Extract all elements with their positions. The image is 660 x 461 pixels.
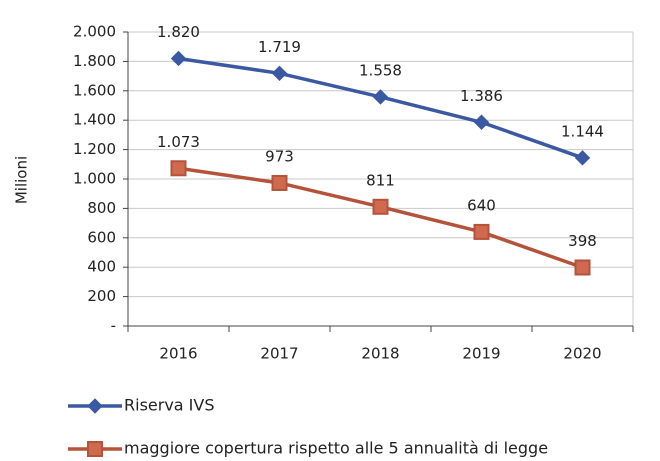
point bbox=[372, 89, 389, 105]
point bbox=[473, 223, 490, 240]
y-tick-label: 1.000 bbox=[73, 170, 116, 188]
data-label: 640 bbox=[467, 196, 496, 214]
data-label: 398 bbox=[568, 232, 597, 250]
point bbox=[271, 174, 288, 191]
legend-label: Riserva IVS bbox=[124, 396, 215, 415]
y-tick-label: 800 bbox=[87, 199, 116, 217]
y-tick-label: 1.200 bbox=[73, 140, 116, 158]
x-tick-label: 2016 bbox=[159, 345, 197, 363]
data-label: 1.820 bbox=[157, 23, 200, 41]
data-label: 973 bbox=[265, 147, 294, 165]
data-label: 811 bbox=[366, 171, 395, 189]
x-tick-label: 2018 bbox=[361, 345, 399, 363]
point bbox=[372, 198, 389, 215]
x-tick-label: 2019 bbox=[462, 345, 500, 363]
data-label: 1.073 bbox=[157, 133, 200, 151]
legend-marker bbox=[87, 441, 103, 457]
point bbox=[271, 65, 288, 82]
y-tick-label: 1.600 bbox=[73, 81, 116, 99]
data-label: 1.719 bbox=[258, 38, 301, 56]
legend-label: maggiore copertura rispetto alle 5 annua… bbox=[124, 439, 548, 458]
point bbox=[574, 150, 591, 166]
y-tick-label: 400 bbox=[87, 258, 116, 276]
y-tick-label: 1.800 bbox=[73, 52, 116, 70]
y-tick-label: 600 bbox=[87, 228, 116, 246]
data-label: 1.386 bbox=[460, 87, 503, 105]
x-tick-label: 2017 bbox=[260, 345, 298, 363]
data-label: 1.144 bbox=[561, 122, 604, 140]
y-tick-label: - bbox=[111, 317, 116, 335]
legend-marker bbox=[87, 398, 103, 414]
x-tick-label: 2020 bbox=[563, 345, 601, 363]
y-axis-label: Milioni bbox=[13, 156, 31, 204]
point bbox=[574, 259, 591, 276]
y-tick-label: 2.000 bbox=[73, 23, 116, 41]
point bbox=[473, 114, 490, 130]
y-tick-label: 200 bbox=[87, 287, 116, 305]
y-tick-label: 1.400 bbox=[73, 111, 116, 129]
point bbox=[170, 50, 187, 67]
point bbox=[170, 160, 187, 177]
data-label: 1.558 bbox=[359, 61, 402, 79]
